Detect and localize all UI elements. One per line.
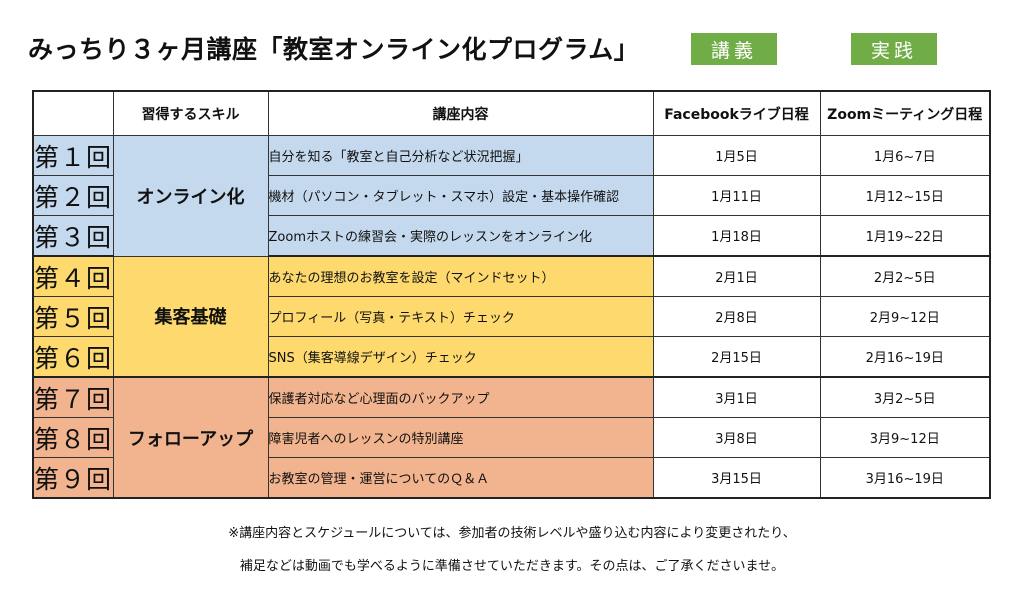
zoom-date: 3月2~5日 <box>819 376 991 418</box>
table-row: 第８回 障害児者へのレッスンの特別講座 3月8日 3月9~12日 <box>32 417 991 458</box>
facebook-date: 1月5日 <box>652 135 821 176</box>
zoom-date: 2月16~19日 <box>819 336 991 378</box>
session-content: あなたの理想のお教室を設定（マインドセット） <box>267 255 654 297</box>
header-num <box>32 90 114 136</box>
skill-marketing: 集客基礎 <box>112 255 269 378</box>
session-number: 第５回 <box>32 296 114 337</box>
skill-online: オンライン化 <box>112 135 269 257</box>
session-number: 第８回 <box>32 417 114 458</box>
table-row: 第１回 オンライン化 自分を知る「教室と自己分析など状況把握」 1月5日 1月6… <box>32 135 991 257</box>
legend-lecture-badge: 講義 <box>691 33 777 65</box>
schedule-table: 習得するスキル 講座内容 Facebookライブ日程 Zoomミーティング日程 … <box>32 90 991 499</box>
session-number: 第９回 <box>32 457 114 499</box>
skill-followup: フォローアップ <box>112 376 269 499</box>
zoom-date: 3月16~19日 <box>819 457 991 499</box>
header-zoom: Zoomミーティング日程 <box>819 90 991 136</box>
header-skill: 習得するスキル <box>112 90 269 136</box>
footnote-line-2: 補足などは動画でも学べるように準備させていただきます。その点は、ご了承くださいま… <box>239 559 785 574</box>
facebook-date: 2月8日 <box>652 296 821 337</box>
table-row: 第４回 集客基礎 あなたの理想のお教室を設定（マインドセット） 2月1日 2月2… <box>32 255 991 378</box>
session-content: SNS（集客導線デザイン）チェック <box>267 336 654 378</box>
session-content: Zoomホストの練習会・実際のレッスンをオンライン化 <box>267 215 654 257</box>
session-content: プロフィール（写真・テキスト）チェック <box>267 296 654 337</box>
table-row: 第７回 フォローアップ 保護者対応など心理面のバックアップ 3月1日 3月2~5… <box>32 376 991 499</box>
facebook-date: 2月1日 <box>652 255 821 297</box>
session-content: 自分を知る「教室と自己分析など状況把握」 <box>267 135 654 176</box>
session-number: 第６回 <box>32 336 114 378</box>
facebook-date: 2月15日 <box>652 336 821 378</box>
footnote-line-1: ※講座内容とスケジュールについては、参加者の技術レベルや盛り込む内容により変更さ… <box>228 526 796 541</box>
legend-practice-badge: 実践 <box>851 33 937 65</box>
session-content: お教室の管理・運営についてのＱ＆Ａ <box>267 457 654 499</box>
page-title: みっちり３ヶ月講座「教室オンライン化プログラム」 <box>28 35 640 64</box>
table-header-row: 習得するスキル 講座内容 Facebookライブ日程 Zoomミーティング日程 <box>32 90 991 136</box>
session-content: 機材（パソコン・タブレット・スマホ）設定・基本操作確認 <box>267 175 654 216</box>
session-content: 障害児者へのレッスンの特別講座 <box>267 417 654 458</box>
header-facebook: Facebookライブ日程 <box>652 90 821 136</box>
facebook-date: 1月18日 <box>652 215 821 257</box>
facebook-date: 3月15日 <box>652 457 821 499</box>
table-row: 第９回 お教室の管理・運営についてのＱ＆Ａ 3月15日 3月16~19日 <box>32 457 991 499</box>
session-number: 第２回 <box>32 175 114 216</box>
zoom-date: 1月6~7日 <box>819 135 991 176</box>
zoom-date: 3月9~12日 <box>819 417 991 458</box>
facebook-date: 3月1日 <box>652 376 821 418</box>
session-number: 第４回 <box>32 255 114 297</box>
table-row: 第６回 SNS（集客導線デザイン）チェック 2月15日 2月16~19日 <box>32 336 991 378</box>
zoom-date: 1月19~22日 <box>819 215 991 257</box>
facebook-date: 3月8日 <box>652 417 821 458</box>
header-content: 講座内容 <box>267 90 654 136</box>
table-row: 第５回 プロフィール（写真・テキスト）チェック 2月8日 2月9~12日 <box>32 296 991 337</box>
zoom-date: 1月12~15日 <box>819 175 991 216</box>
session-number: 第７回 <box>32 376 114 418</box>
table-row: 第２回 機材（パソコン・タブレット・スマホ）設定・基本操作確認 1月11日 1月… <box>32 175 991 216</box>
zoom-date: 2月9~12日 <box>819 296 991 337</box>
session-number: 第３回 <box>32 215 114 257</box>
table-row: 第３回 Zoomホストの練習会・実際のレッスンをオンライン化 1月18日 1月1… <box>32 215 991 257</box>
facebook-date: 1月11日 <box>652 175 821 216</box>
session-content: 保護者対応など心理面のバックアップ <box>267 376 654 418</box>
session-number: 第１回 <box>32 135 114 176</box>
zoom-date: 2月2~5日 <box>819 255 991 297</box>
